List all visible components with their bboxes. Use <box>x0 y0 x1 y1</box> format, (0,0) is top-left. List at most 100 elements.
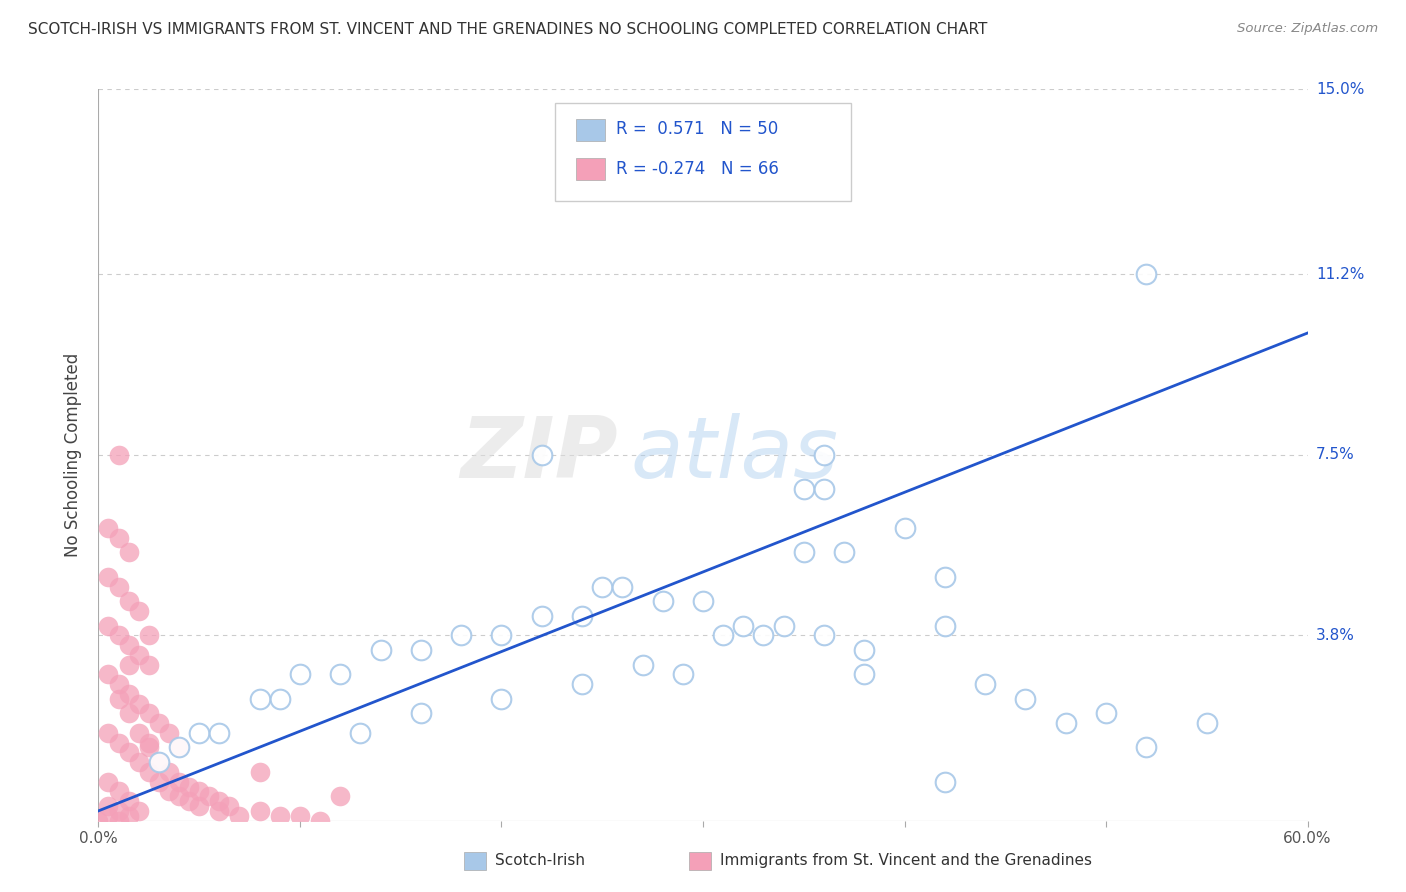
Point <box>97 618 120 632</box>
Point <box>793 545 815 559</box>
Text: 15.0%: 15.0% <box>1316 82 1364 96</box>
Point <box>228 809 250 823</box>
Point <box>934 570 956 584</box>
Point <box>249 764 271 779</box>
Point <box>97 774 120 789</box>
Point <box>148 755 170 769</box>
Point <box>107 448 129 462</box>
Point <box>97 521 120 535</box>
Point <box>167 740 190 755</box>
Point <box>1014 691 1036 706</box>
Point <box>711 628 734 642</box>
Point <box>249 691 271 706</box>
Point <box>167 740 190 755</box>
Text: Source: ZipAtlas.com: Source: ZipAtlas.com <box>1237 22 1378 36</box>
Point <box>177 780 201 794</box>
Point <box>208 794 231 808</box>
Point <box>813 482 835 496</box>
Point <box>138 740 160 755</box>
Point <box>188 784 211 798</box>
Point <box>591 580 613 594</box>
Point <box>269 809 291 823</box>
Point <box>118 745 141 759</box>
Point <box>249 804 271 818</box>
Y-axis label: No Schooling Completed: No Schooling Completed <box>65 353 83 557</box>
Point <box>530 448 553 462</box>
Point <box>118 809 141 823</box>
Point <box>148 716 170 731</box>
Point <box>188 799 211 814</box>
Point <box>167 789 190 804</box>
Text: Scotch-Irish: Scotch-Irish <box>495 854 585 868</box>
Point <box>97 809 120 823</box>
Point <box>87 814 110 828</box>
Point <box>269 691 291 706</box>
Point <box>793 482 815 496</box>
Point <box>651 594 673 608</box>
Point <box>107 628 129 642</box>
Point <box>97 667 120 681</box>
Point <box>107 677 129 691</box>
Point <box>733 618 755 632</box>
Point <box>128 604 150 618</box>
Point <box>813 448 835 462</box>
Point <box>450 628 472 642</box>
Point <box>107 804 129 818</box>
Point <box>138 764 160 779</box>
Point <box>1054 716 1077 731</box>
Point <box>772 618 794 632</box>
Text: 7.5%: 7.5% <box>1316 448 1354 462</box>
Point <box>157 784 180 798</box>
Point <box>853 667 876 681</box>
Point <box>188 726 211 740</box>
Point <box>177 794 201 808</box>
Point <box>813 628 835 642</box>
Point <box>138 628 160 642</box>
Text: R = -0.274   N = 66: R = -0.274 N = 66 <box>616 161 779 178</box>
Point <box>97 726 120 740</box>
Text: atlas: atlas <box>630 413 838 497</box>
Point <box>571 608 593 623</box>
Point <box>118 657 141 672</box>
Point <box>1135 740 1157 755</box>
Point <box>97 799 120 814</box>
Point <box>128 648 150 662</box>
Point <box>934 618 956 632</box>
Point <box>157 726 180 740</box>
Point <box>612 580 634 594</box>
Point <box>208 804 231 818</box>
Point <box>118 706 141 721</box>
Point <box>752 628 775 642</box>
Point <box>167 774 190 789</box>
Point <box>409 706 432 721</box>
Point <box>491 691 513 706</box>
Point <box>631 141 654 155</box>
Point <box>118 794 141 808</box>
Point <box>893 521 915 535</box>
Text: Immigrants from St. Vincent and the Grenadines: Immigrants from St. Vincent and the Gren… <box>720 854 1092 868</box>
Point <box>128 804 150 818</box>
Point <box>107 531 129 545</box>
Point <box>370 643 392 657</box>
Point <box>157 764 180 779</box>
Text: SCOTCH-IRISH VS IMMIGRANTS FROM ST. VINCENT AND THE GRENADINES NO SCHOOLING COMP: SCOTCH-IRISH VS IMMIGRANTS FROM ST. VINC… <box>28 22 987 37</box>
Point <box>1095 706 1118 721</box>
Point <box>832 545 855 559</box>
Point <box>118 687 141 701</box>
Point <box>148 755 170 769</box>
Point <box>631 657 654 672</box>
Point <box>148 774 170 789</box>
Point <box>118 594 141 608</box>
Point <box>138 706 160 721</box>
Point <box>128 726 150 740</box>
Point <box>118 545 141 559</box>
Point <box>288 809 311 823</box>
Text: 11.2%: 11.2% <box>1316 267 1364 282</box>
Text: R =  0.571   N = 50: R = 0.571 N = 50 <box>616 120 778 138</box>
Point <box>107 736 129 750</box>
Point <box>974 677 997 691</box>
Point <box>128 755 150 769</box>
Point <box>118 638 141 652</box>
Point <box>107 580 129 594</box>
Point <box>138 736 160 750</box>
